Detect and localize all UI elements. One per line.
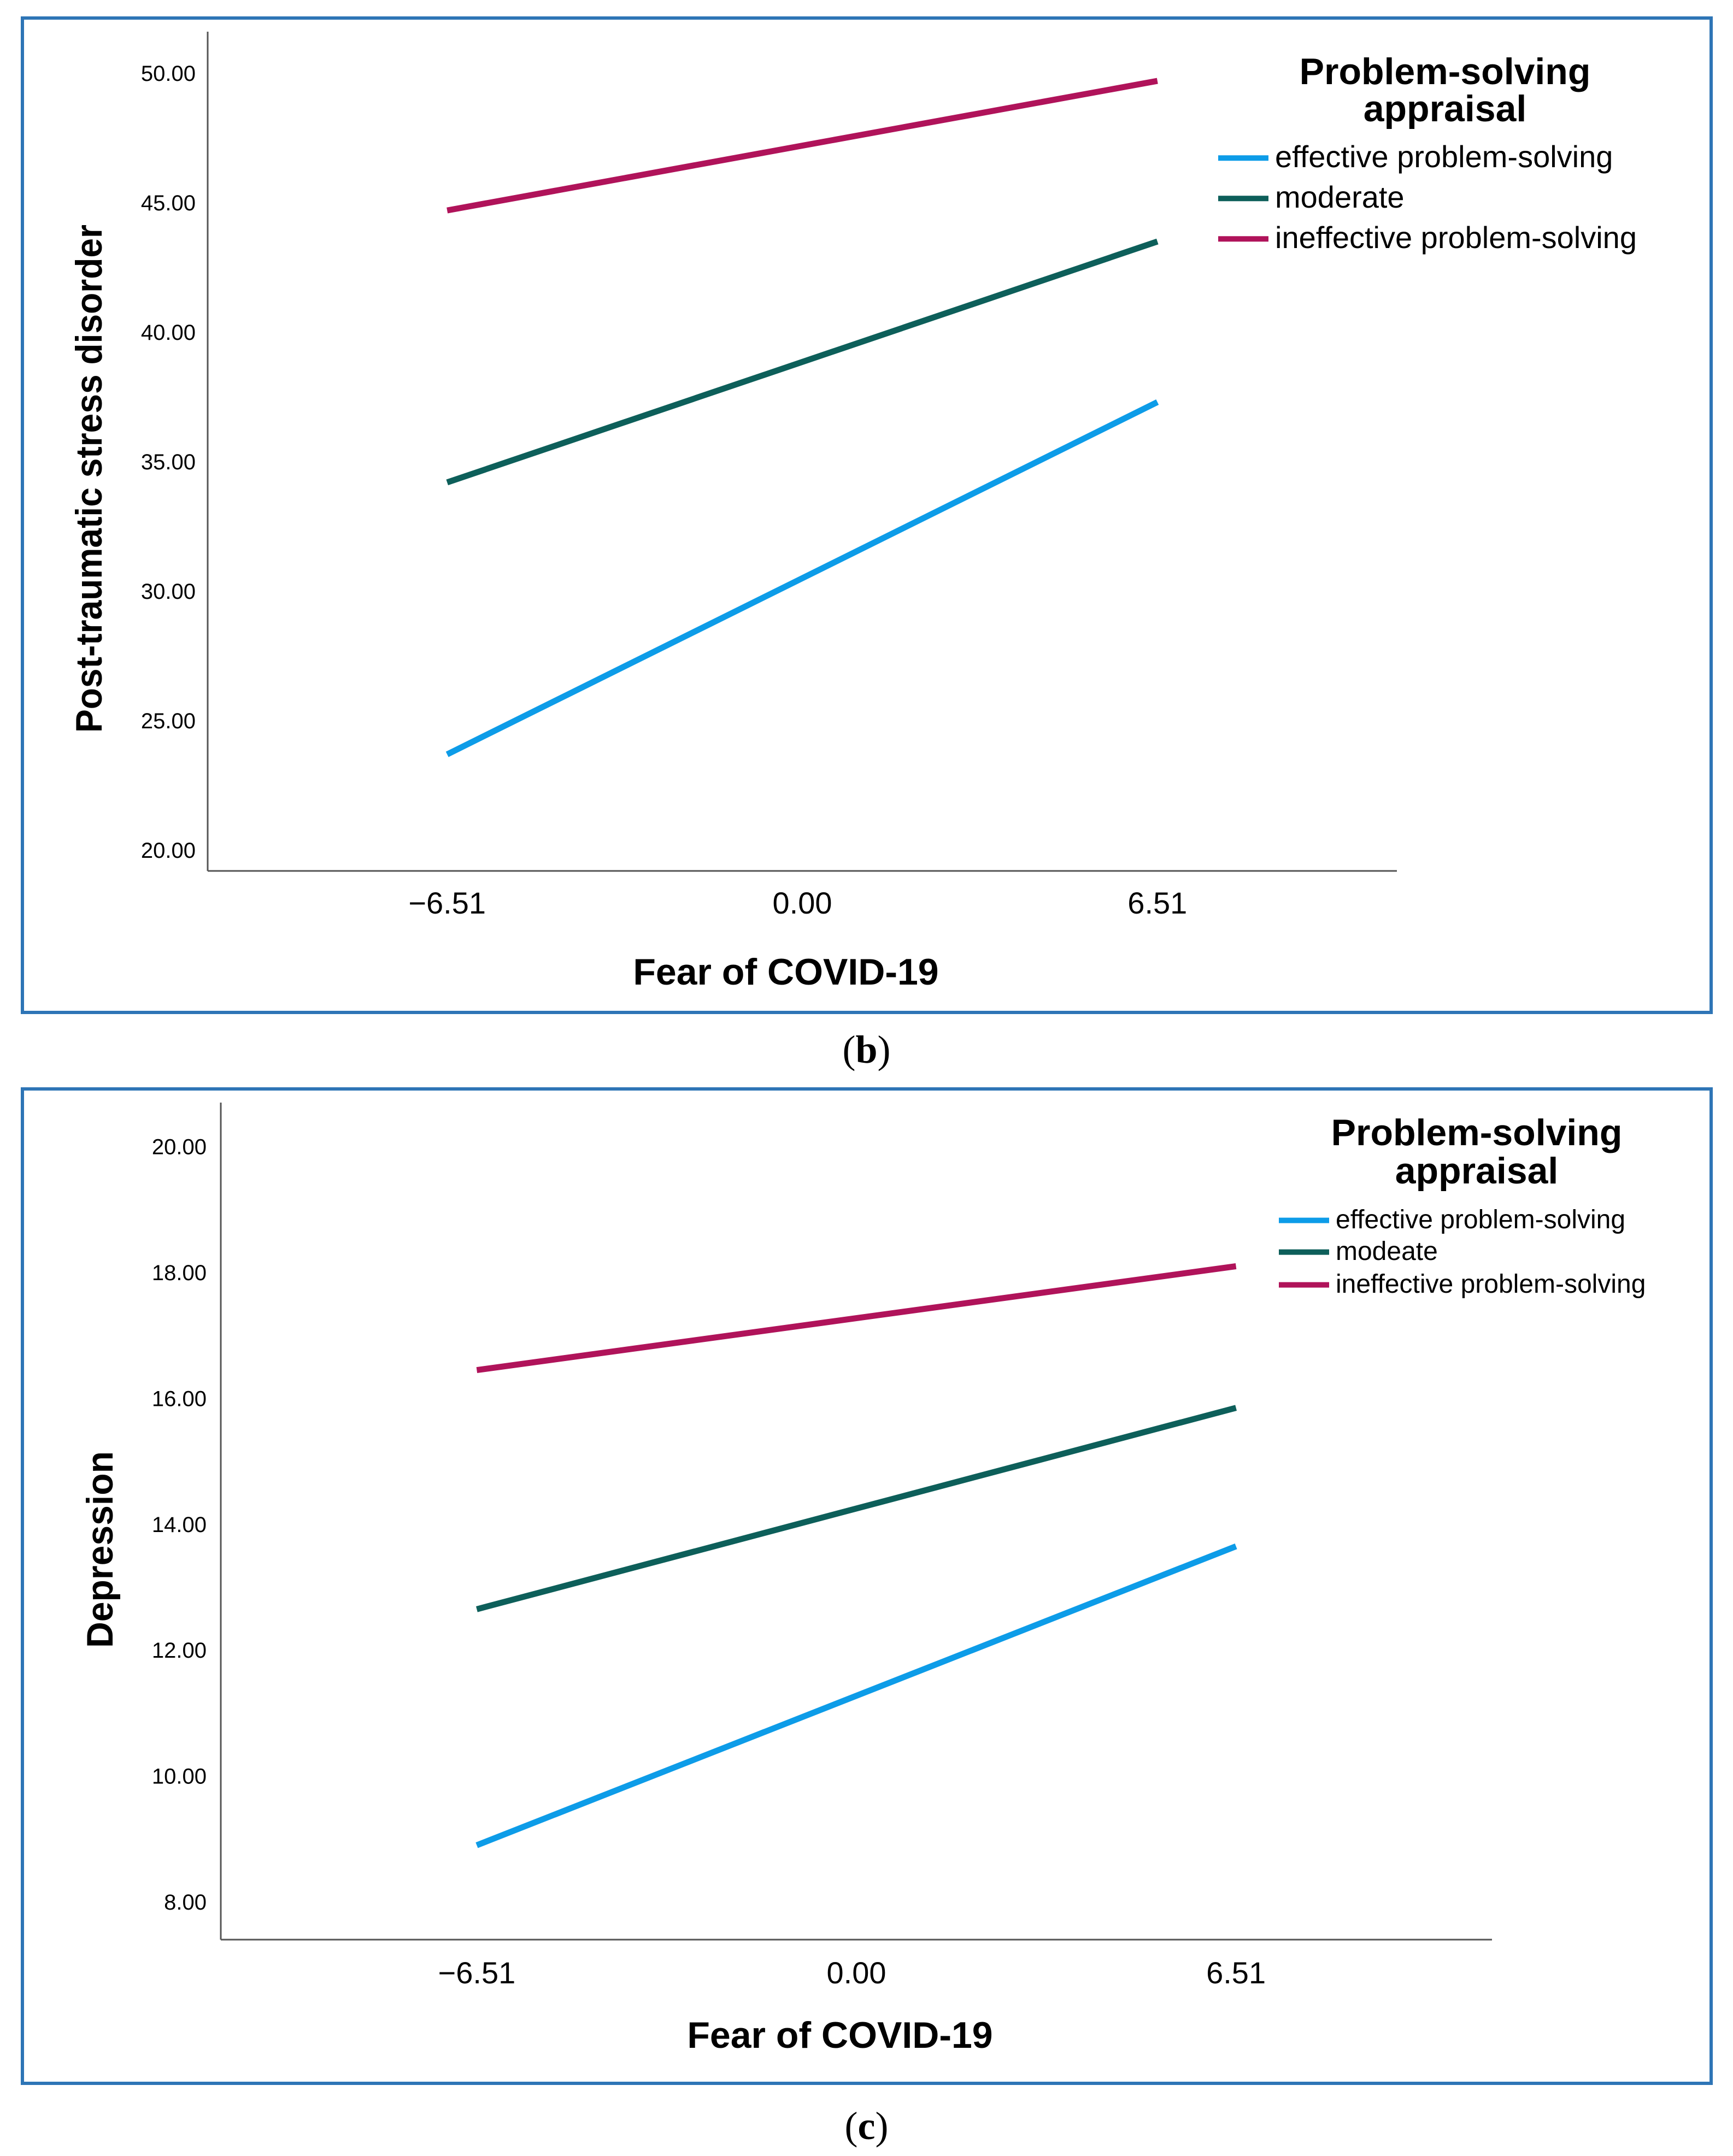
y-tick-label: 16.00 (152, 1387, 207, 1411)
series-line-ineffective (447, 78, 1158, 214)
x-tick-label: 6.51 (1127, 886, 1187, 920)
x-axis-label: Fear of COVID-19 (687, 2014, 992, 2056)
y-axis-label: Post-traumatic stress disorder (68, 225, 110, 733)
x-tick-label: −6.51 (408, 886, 486, 920)
legend-label: modeate (1336, 1237, 1438, 1266)
chart-panel-b: 20.00 25.00 30.00 35.00 40.00 45.00 50.00 −6.51… (21, 16, 1713, 1014)
series-line-effective (445, 399, 1159, 757)
y-tick-label: 35.00 (141, 450, 196, 474)
x-axis-label: Fear of COVID-19 (633, 951, 938, 993)
y-tick-label: 20.00 (141, 839, 196, 863)
legend-label: effective problem-solving (1336, 1205, 1625, 1234)
legend-label: moderate (1275, 180, 1405, 214)
y-tick-label: 14.00 (152, 1513, 207, 1537)
x-tick-label: 0.00 (773, 886, 832, 920)
chart-c: 8.00 10.00 12.00 14.00 16.00 18.00 20.00 −6.51 0… (79, 1103, 1646, 2056)
legend-label: ineffective problem-solving (1275, 220, 1637, 255)
legend-label: effective problem-solving (1275, 139, 1613, 174)
y-tick-label: 30.00 (141, 580, 196, 604)
x-tick-label: 0.00 (827, 1955, 886, 1990)
series-line-ineffective (476, 1263, 1237, 1373)
chart-b: 20.00 25.00 30.00 35.00 40.00 45.00 50.00 −6.51… (68, 32, 1637, 993)
legend-title: appraisal (1364, 88, 1527, 129)
y-tick-label: 8.00 (164, 1890, 207, 1915)
y-tick-label: 40.00 (141, 321, 196, 345)
chart-panel-c: 8.00 10.00 12.00 14.00 16.00 18.00 20.00 −6.51 0… (21, 1087, 1713, 2085)
y-tick-label: 50.00 (141, 62, 196, 86)
series-line-moderate (446, 238, 1159, 486)
y-tick-label: 10.00 (152, 1765, 207, 1789)
y-axis-label: Depression (79, 1451, 121, 1648)
legend-title: appraisal (1395, 1150, 1559, 1192)
x-tick-label: 6.51 (1206, 1955, 1266, 1990)
legend-label: ineffective problem-solving (1336, 1270, 1646, 1299)
y-tick-label: 45.00 (141, 191, 196, 215)
legend-title: Problem-solving (1300, 51, 1591, 92)
caption-b: (b) (842, 1028, 891, 1071)
x-tick-label: −6.51 (438, 1955, 516, 1990)
series-line-moderate (475, 1405, 1237, 1612)
y-tick-label: 25.00 (141, 709, 196, 733)
y-tick-label: 18.00 (152, 1261, 207, 1285)
legend-title: Problem-solving (1331, 1112, 1623, 1153)
series-line-effective (475, 1543, 1237, 1848)
caption-c: (c) (844, 2104, 889, 2148)
y-tick-label: 20.00 (152, 1135, 207, 1159)
y-tick-label: 12.00 (152, 1639, 207, 1663)
